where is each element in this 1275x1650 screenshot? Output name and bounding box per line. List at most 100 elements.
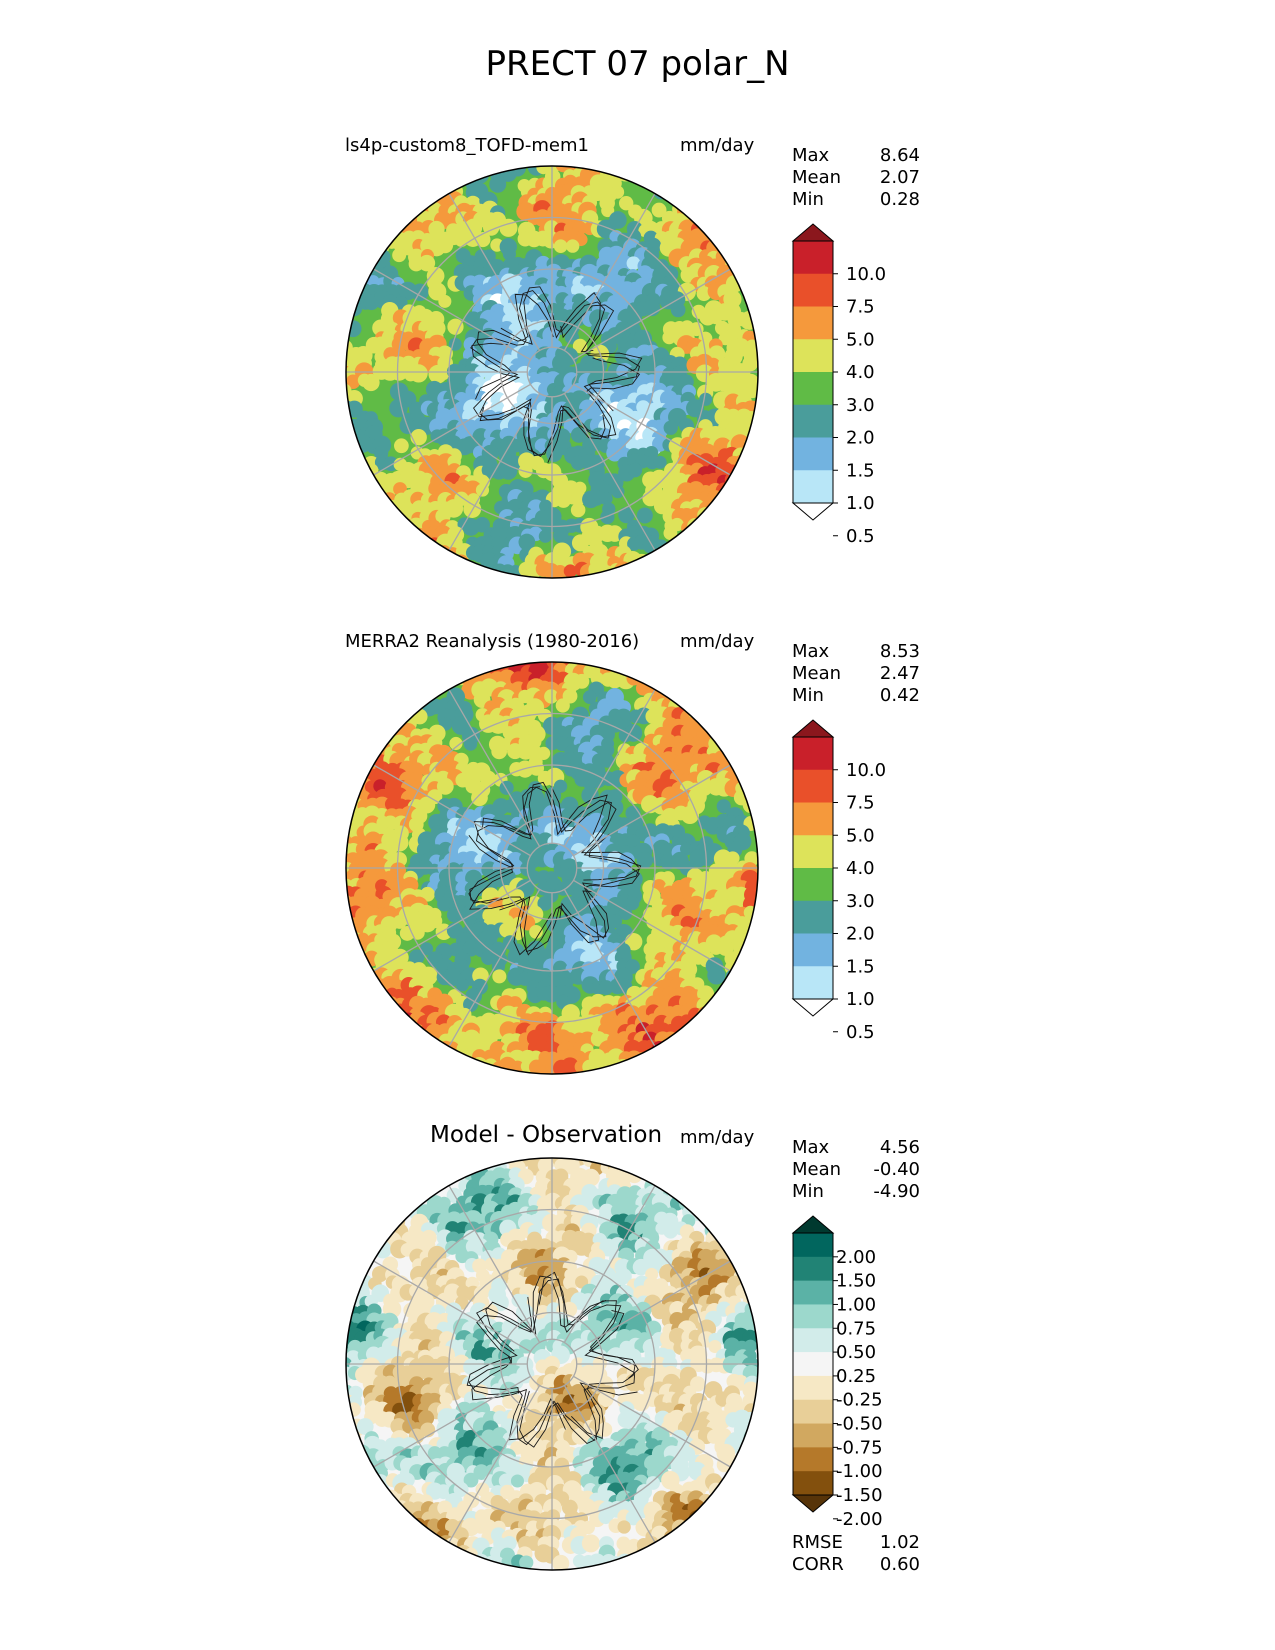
colorbar-bin — [793, 966, 833, 1000]
colorbar-bin — [793, 339, 833, 373]
colorbar-tick-label: -2.00 — [836, 1509, 883, 1530]
colorbar-tick-label: -1.50 — [836, 1485, 883, 1506]
panel-1-stat-min-value: 0.28 — [879, 189, 920, 210]
polar-map-3 — [345, 1157, 759, 1571]
panel-2-stat-min-label: Min — [792, 685, 824, 706]
colorbar-tick-label: 10.0 — [846, 264, 886, 285]
colorbar-tick-label: 2.00 — [836, 1247, 876, 1268]
colorbar-extend-max — [791, 223, 835, 242]
colorbar-tick-label: 1.5 — [846, 460, 875, 481]
colorbar-3: 2.00 1.501.00 0.75 0.50 0.25 -0.25 -0.50-0.75 -… — [791, 1215, 883, 1530]
colorbar-tick-label: -0.25 — [836, 1390, 883, 1411]
colorbar-tick-label: 1.0 — [846, 493, 875, 514]
map-border — [345, 1157, 759, 1571]
colorbar-bin — [793, 241, 833, 275]
panel-3-stat-max-value: 4.56 — [879, 1137, 920, 1158]
colorbar-bin — [793, 1256, 833, 1282]
colorbar-extend-max — [791, 1215, 835, 1234]
colorbar-tick-label: 2.0 — [846, 924, 875, 945]
panel-2-stat-max-label: Max — [792, 641, 830, 662]
panel-2-stat-mean-label: Mean — [792, 663, 842, 684]
panel-3-stat-max-label: Max — [792, 1137, 830, 1158]
colorbar-bin — [793, 868, 833, 902]
colorbar-tick-label: 0.50 — [836, 1342, 876, 1363]
panel-3-corr-label: CORR — [792, 1554, 844, 1575]
colorbar-bin — [793, 802, 833, 836]
colorbar-bin — [793, 1280, 833, 1305]
colorbar-bin — [793, 933, 833, 967]
panel-1-stat-mean-value: 2.07 — [879, 167, 920, 188]
colorbar-tick-label: 2.0 — [846, 428, 875, 449]
colorbar-tick-label: 5.0 — [846, 329, 875, 350]
colorbar-tick-label: 4.0 — [846, 362, 875, 383]
colorbar-tick-label: 7.5 — [846, 793, 875, 814]
colorbar-extend-min — [791, 998, 835, 1017]
colorbar-bin — [793, 1423, 833, 1448]
colorbar-tick-label: 1.5 — [846, 956, 875, 977]
colorbar-bin — [793, 437, 833, 471]
colorbar-bin — [793, 1233, 833, 1258]
colorbar-tick-label: -0.75 — [836, 1437, 883, 1458]
colorbar-bin — [793, 306, 833, 340]
colorbar-tick-label: 3.0 — [846, 891, 875, 912]
colorbar-tick-label: 5.0 — [846, 825, 875, 846]
map-border — [345, 661, 759, 1075]
colorbar-bin — [793, 273, 833, 307]
colorbar-tick-label: 0.25 — [836, 1366, 876, 1387]
colorbar-bin — [793, 1471, 833, 1496]
colorbar-tick-label: -0.50 — [836, 1414, 883, 1435]
panel-3-stat-mean-value: -0.40 — [873, 1159, 920, 1180]
panel-3-stat-mean-label: Mean — [792, 1159, 842, 1180]
panel-3-corr-value: 0.60 — [879, 1554, 920, 1575]
colorbar-tick-label: 7.5 — [846, 297, 875, 318]
colorbar-bin — [793, 404, 833, 438]
colorbar-tick-label: 1.00 — [836, 1294, 876, 1315]
panel-2-stat-mean-value: 2.47 — [879, 663, 920, 684]
panel-3-units: mm/day — [680, 1127, 755, 1148]
figure-title: PRECT 07 polar_N — [485, 44, 790, 84]
colorbar-bin — [793, 900, 833, 934]
panel-2-title: MERRA2 Reanalysis (1980-2016) — [345, 631, 640, 652]
colorbar-tick-label: 1.50 — [836, 1271, 876, 1292]
panel-2-stat-max-value: 8.53 — [879, 641, 920, 662]
panel-1-stat-max-value: 8.64 — [879, 145, 920, 166]
colorbar-bin — [793, 1399, 833, 1425]
panel-1-stat-mean-label: Mean — [792, 167, 842, 188]
panel-3-title: Model - Observation — [430, 1122, 663, 1148]
colorbar-bin — [793, 1304, 833, 1329]
colorbar-tick-label: 3.0 — [846, 395, 875, 416]
panel-1-stat-min-label: Min — [792, 189, 824, 210]
colorbar-bin — [793, 769, 833, 803]
colorbar-tick-label: 0.5 — [846, 1022, 875, 1043]
colorbar-tick-label: 0.75 — [836, 1318, 876, 1339]
panel-3-stat-min-value: -4.90 — [873, 1181, 920, 1202]
colorbar-tick-label: 4.0 — [846, 858, 875, 879]
colorbar-bin — [793, 737, 833, 771]
colorbar-2: 10.0 7.5 5.0 4.0 3.0 2.0 1.5 1.0 0.5 — [791, 719, 886, 1043]
colorbar-bin — [793, 835, 833, 869]
panel-1-stat-max-label: Max — [792, 145, 830, 166]
polar-map-2 — [345, 661, 759, 1075]
colorbar-bin — [793, 372, 833, 406]
panel-3-rmse-value: 1.02 — [879, 1532, 920, 1553]
polar-map-1 — [345, 165, 759, 579]
panel-1-units: mm/day — [680, 135, 755, 156]
panel-3-stat-min-label: Min — [792, 1181, 824, 1202]
colorbar-tick-label: 0.5 — [846, 526, 875, 547]
colorbar-bin — [793, 1447, 833, 1472]
panel-2-stat-min-value: 0.42 — [879, 685, 920, 706]
colorbar-bin — [793, 1375, 833, 1401]
colorbar-extend-min — [791, 502, 835, 521]
panel-3-rmse-label: RMSE — [792, 1532, 843, 1553]
panel-1-title: ls4p-custom8_TOFD-mem1 — [345, 135, 589, 156]
colorbar-tick-label: -1.00 — [836, 1461, 883, 1482]
colorbar-tick-label: 1.0 — [846, 989, 875, 1010]
colorbar-1: 10.0 7.5 5.0 4.0 3.0 2.0 1.5 1.0 0.5 — [791, 223, 886, 547]
colorbar-tick-label: 10.0 — [846, 760, 886, 781]
colorbar-extend-min — [791, 1494, 835, 1513]
colorbar-bin — [793, 470, 833, 504]
map-border — [345, 165, 759, 579]
colorbar-bin — [793, 1328, 833, 1353]
colorbar-extend-max — [791, 719, 835, 738]
